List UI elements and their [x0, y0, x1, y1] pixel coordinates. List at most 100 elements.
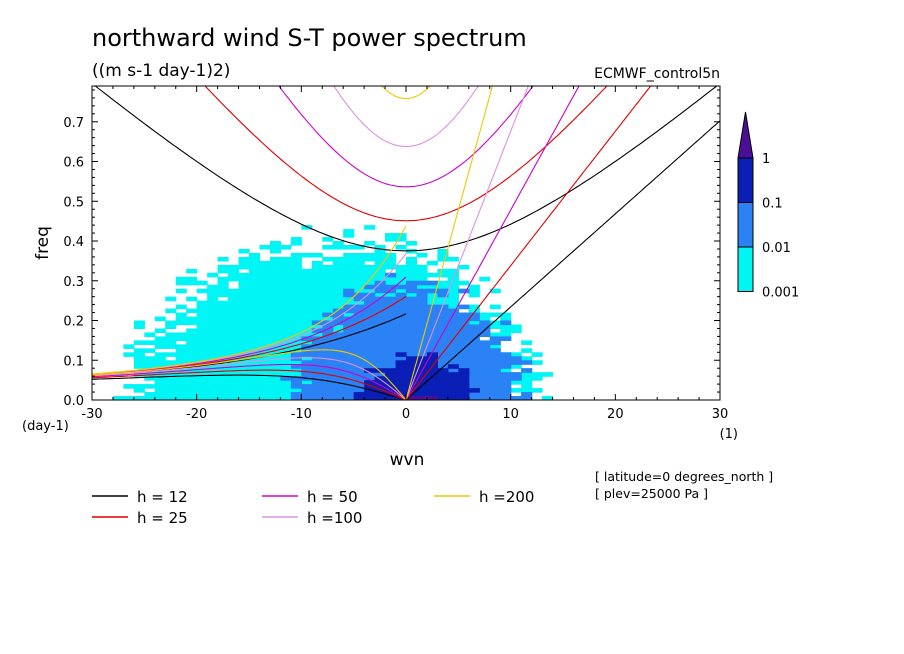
power-cell [322, 324, 334, 330]
power-cell [290, 237, 302, 242]
power-cell [489, 396, 501, 400]
power-cell [269, 320, 281, 326]
power-cell [343, 288, 355, 294]
power-cell [479, 316, 491, 322]
power-cell [385, 300, 397, 306]
power-cell [332, 344, 344, 349]
power-cell [416, 300, 428, 306]
power-cell [322, 360, 334, 365]
power-cell [165, 324, 177, 330]
power-cell [332, 388, 344, 393]
legend: h = 12 h = 25 h = 50 h =100 h =200 [92, 488, 534, 527]
power-cell [385, 376, 397, 381]
power-cell [468, 316, 480, 322]
power-cell [479, 340, 491, 345]
power-cell [228, 384, 240, 389]
power-cell [322, 388, 334, 393]
curve-ig-200 [380, 86, 432, 100]
power-cell [426, 260, 438, 266]
power-cell [290, 320, 302, 326]
power-cell [186, 316, 198, 322]
chart-title: northward wind S-T power spectrum [92, 24, 527, 52]
power-cell [353, 388, 365, 393]
power-cell [175, 312, 187, 318]
power-cell [269, 244, 281, 250]
power-cell [353, 348, 365, 353]
power-cell [238, 356, 250, 361]
power-cell [353, 396, 365, 400]
curve-kelvin-50 [405, 86, 580, 400]
power-cell [322, 276, 334, 282]
power-cell [144, 340, 156, 345]
power-cell [489, 360, 501, 365]
power-cell [406, 308, 418, 314]
power-cell [437, 308, 449, 314]
power-cell [154, 396, 166, 400]
power-cell [437, 304, 449, 310]
power-cell [447, 316, 459, 322]
power-cell [374, 324, 386, 330]
power-cell [238, 380, 250, 385]
power-cell [290, 384, 302, 389]
power-cell [437, 376, 449, 381]
power-cell [489, 392, 501, 397]
power-cell [343, 396, 355, 400]
power-cell [238, 336, 250, 341]
x-tick-label: 0 [402, 407, 410, 422]
power-cell [186, 384, 198, 389]
power-cell [343, 344, 355, 349]
power-cell [238, 296, 250, 302]
power-cell [301, 344, 313, 349]
power-cell [269, 336, 281, 341]
power-cell [144, 384, 156, 389]
power-cell [217, 324, 229, 330]
power-cell [416, 252, 428, 258]
power-cell [280, 260, 292, 266]
power-cell [249, 312, 261, 318]
power-cell [269, 248, 281, 254]
power-cell [437, 388, 449, 393]
power-cell [447, 324, 459, 330]
power-cell [186, 348, 198, 353]
power-cell [521, 376, 533, 381]
power-cell [290, 360, 302, 365]
power-cell [165, 372, 177, 377]
power-cell [238, 396, 250, 400]
power-cell [426, 396, 438, 400]
power-cell [458, 388, 470, 393]
power-cell [426, 272, 438, 278]
power-cell [343, 276, 355, 282]
power-cell [510, 356, 522, 361]
power-cell [458, 352, 470, 357]
power-cell [133, 388, 145, 393]
legend-label: h =200 [479, 488, 534, 506]
power-cell [374, 376, 386, 381]
y-tick-label: 0.6 [63, 156, 84, 171]
power-cell [479, 348, 491, 353]
power-cell [395, 320, 407, 326]
power-cell [374, 340, 386, 345]
power-cell [238, 280, 250, 286]
power-cell [458, 356, 470, 361]
power-cell [437, 368, 449, 373]
power-cell [416, 388, 428, 393]
power-cell [280, 388, 292, 393]
power-cell [217, 328, 229, 334]
power-cell [458, 264, 470, 270]
power-cell [343, 308, 355, 314]
power-cell [458, 324, 470, 330]
power-cell [207, 332, 219, 338]
power-cell [175, 388, 187, 393]
power-cell [364, 384, 376, 389]
power-cell [154, 360, 166, 365]
power-cell [395, 332, 407, 338]
power-cell [217, 276, 229, 282]
power-cell [301, 300, 313, 306]
power-cell [447, 380, 459, 385]
power-cell [353, 252, 365, 258]
power-cell [479, 360, 491, 365]
power-cell [301, 352, 313, 357]
power-cell [228, 372, 240, 377]
power-cell [133, 324, 145, 330]
power-cell [385, 284, 397, 290]
